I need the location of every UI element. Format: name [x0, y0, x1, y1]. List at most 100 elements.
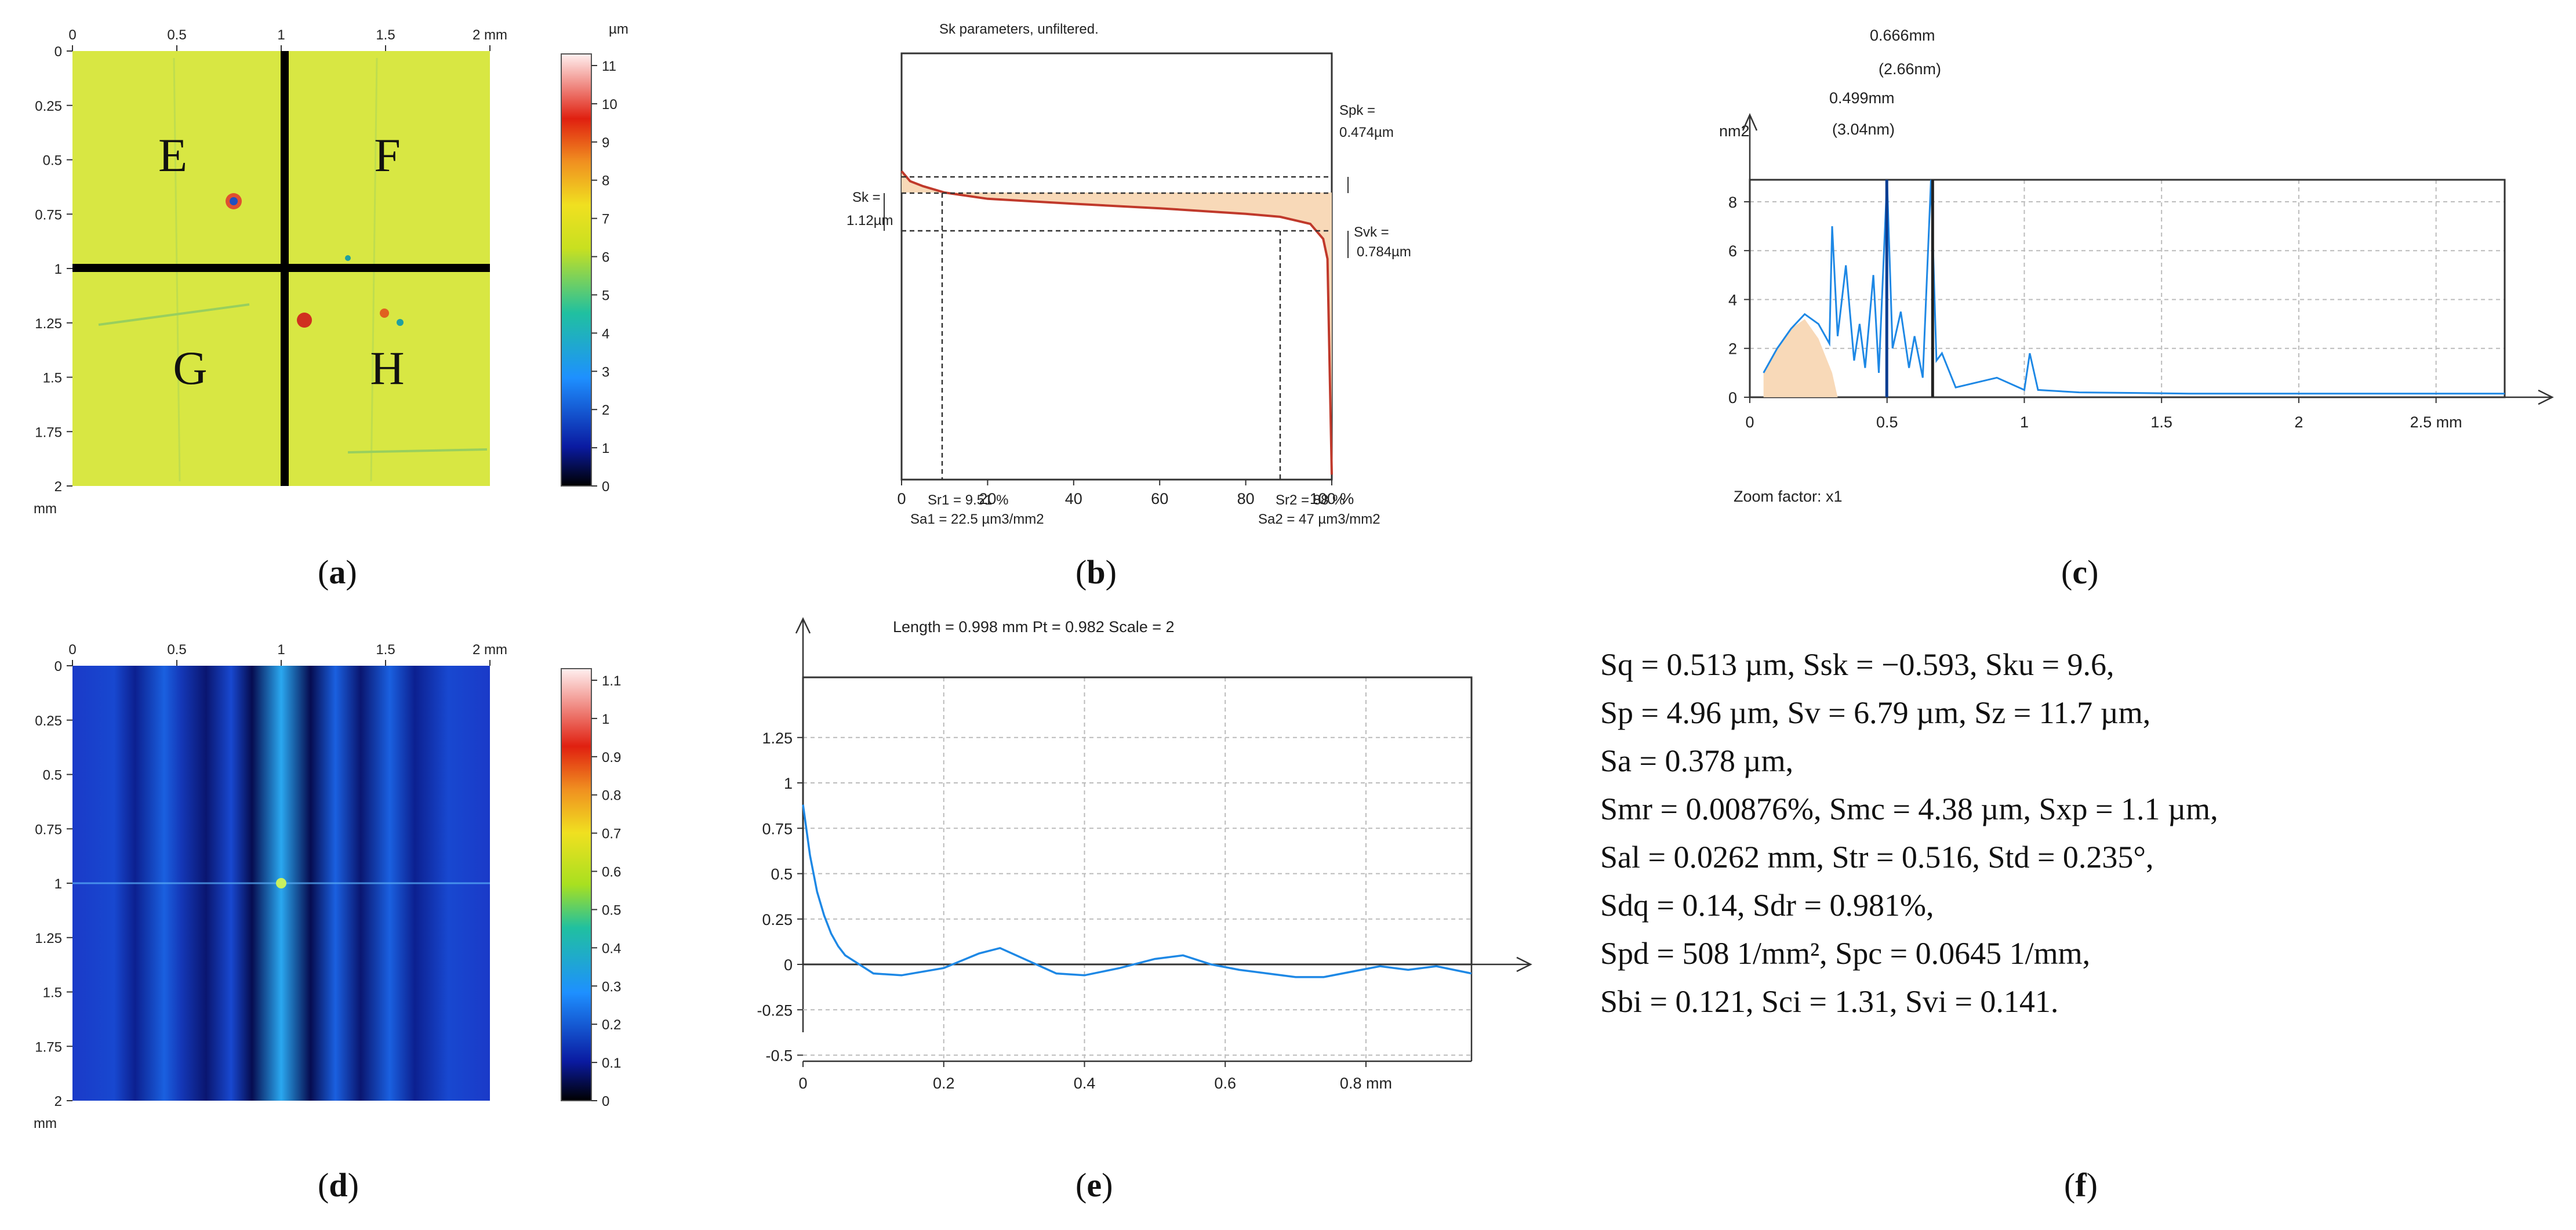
colorbar: [561, 668, 592, 1101]
param-line: Sa = 0.378 µm,: [1600, 743, 1794, 778]
param-line: Spd = 508 1/mm², Spc = 0.0645 1/mm,: [1600, 936, 2091, 971]
param-line: Sp = 4.96 µm, Sv = 6.79 µm, Sz = 11.7 µm…: [1600, 695, 2151, 730]
panel-e-profile: Length = 0.998 mm Pt = 0.982 Scale = 2 0…: [757, 617, 1532, 1092]
param-line: Smr = 0.00876%, Smc = 4.38 µm, Sxp = 1.1…: [1600, 792, 2218, 826]
y-tick-label: 2: [55, 479, 62, 495]
spk-value: 0.474µm: [1339, 125, 1394, 140]
y-tick-label: 0.75: [35, 822, 62, 837]
x-tick-label: 1: [277, 27, 285, 43]
axis-unit-label: mm: [34, 1116, 57, 1131]
x-tick-label: 2: [2294, 413, 2303, 431]
plot-frame: [900, 52, 1333, 481]
caption-b: (b): [1076, 553, 1117, 591]
colorbar-tick-label: 0.2: [602, 1017, 621, 1033]
colorbar-tick-label: 0.6: [602, 865, 621, 880]
x-tick-label: 1.5: [376, 27, 395, 43]
y-tick-label: 2: [55, 1094, 62, 1109]
colorbar-tick-label: 0.1: [602, 1055, 621, 1071]
x-tick-label: 0: [1745, 413, 1754, 431]
caption-e: (e): [1076, 1166, 1113, 1204]
caption-f: (f): [2064, 1166, 2098, 1204]
x-tick-label: 0: [897, 490, 906, 507]
colorbar-tick-label: 0.3: [602, 979, 621, 995]
x-tick-label: 1: [2020, 413, 2029, 431]
x-tick-label: 2.5 mm: [2410, 413, 2462, 431]
x-tick-label: 60: [1151, 490, 1168, 507]
x-tick-label: 0.4: [1074, 1075, 1096, 1092]
peak-label-2: 0.499mm: [1829, 89, 1895, 107]
caption-a: (a): [318, 553, 357, 591]
abbott-curve: [900, 170, 1333, 475]
peak-period-1: (2.66nm): [1879, 60, 1941, 78]
y-tick-label: 0.5: [43, 768, 62, 783]
x-tick-label: 0: [68, 642, 76, 658]
colorbar-tick-label: 0.9: [602, 750, 621, 765]
y-tick-label: 1.25: [762, 730, 793, 747]
x-tick-label: 0.6: [1214, 1075, 1236, 1092]
sk-label: Sk =: [852, 190, 881, 205]
y-tick-label: 4: [1728, 291, 1737, 309]
y-tick-label: 0: [55, 659, 62, 674]
panel-b-abbott-curve: Sk parameters, unfiltered. 0 20 40 60 80 100 …: [846, 21, 1411, 527]
zoom-factor: Zoom factor: x1: [1734, 488, 1843, 505]
y-tick-label: 0.5: [43, 153, 62, 169]
colorbar-tick-label: 6: [602, 250, 609, 266]
y-tick-label: 1: [55, 876, 62, 892]
param-line: Sdq = 0.14, Sdr = 0.981%,: [1600, 888, 1934, 923]
x-tick-label: 0.8 mm: [1340, 1075, 1392, 1092]
caption-d: (d): [318, 1166, 359, 1204]
profile-title: Length = 0.998 mm Pt = 0.982 Scale = 2: [893, 618, 1175, 636]
y-tick-label: -0.25: [757, 1002, 793, 1019]
y-tick-label: 6: [1728, 242, 1737, 260]
y-tick-label: 0.25: [35, 713, 62, 729]
colorbar-tick-label: 10: [602, 97, 617, 113]
y-tick-label: 1.5: [43, 985, 62, 1001]
profile-line: [802, 804, 1472, 978]
colorbar-tick-label: 5: [602, 288, 609, 303]
y-tick-label: 0.5: [771, 866, 793, 883]
y-tick-label: -0.5: [765, 1047, 793, 1065]
y-tick-label: 0.75: [35, 207, 62, 223]
spectrum-fill: [1763, 319, 1838, 397]
y-tick-label: 1.25: [35, 931, 62, 946]
curve-fill: [902, 171, 1332, 475]
param-line: Sbi = 0.121, Sci = 1.31, Svi = 0.141.: [1600, 984, 2059, 1019]
sr2-label: Sr2 = 88 %: [1276, 492, 1345, 508]
colorbar-tick-label: 0: [602, 1094, 609, 1109]
plot-frame: [1749, 179, 2506, 398]
x-tick-label: 0: [68, 27, 76, 43]
y-tick-label: 1.75: [35, 424, 62, 440]
y-tick-label: 1: [784, 775, 793, 792]
colorbar-tick-label: 9: [602, 135, 609, 151]
colorbar-unit: µm: [609, 21, 628, 37]
y-tick-label: 0.25: [762, 911, 793, 928]
colorbar-tick-label: 2: [602, 402, 609, 418]
y-tick-label: 0.25: [35, 99, 62, 114]
panel-d-autocorrelation-map: 0 0.5 1 1.5 2 mm 0 0.25 0.5 0.75 1 1.25 1.5 1.75 2 m…: [34, 642, 621, 1131]
spectrum-line: [1763, 179, 2505, 395]
param-line: Sal = 0.0262 mm, Str = 0.516, Std = 0.23…: [1600, 840, 2154, 875]
colorbar-tick-label: 4: [602, 326, 609, 342]
colorbar: [561, 53, 592, 487]
colorbar-tick-label: 3: [602, 364, 609, 380]
panel-a-height-map: 0 0.5 1 1.5 2 mm 0 0.25 0.5 0.75 1 1.25 1.5 1.75 2 E…: [34, 21, 628, 517]
colorbar-tick-label: 7: [602, 212, 609, 227]
x-tick-label: 20: [979, 490, 996, 507]
x-tick-label: 2 mm: [473, 27, 507, 43]
x-tick-label: 0.5: [1876, 413, 1898, 431]
x-tick-label: 80: [1237, 490, 1255, 507]
x-tick-label: 0.5: [167, 642, 186, 658]
svk-label: Svk =: [1354, 224, 1389, 240]
y-tick-label: 8: [1728, 194, 1737, 211]
plot-frame: [802, 676, 1473, 966]
y-tick-label: 0: [1728, 389, 1737, 407]
colorbar-tick-label: 1.1: [602, 673, 621, 689]
param-line: Sq = 0.513 µm, Ssk = −0.593, Sku = 9.6,: [1600, 647, 2114, 682]
y-tick-label: 0.75: [762, 820, 793, 837]
y-tick-label: 1.25: [35, 316, 62, 332]
colorbar-tick-label: 0.7: [602, 826, 621, 842]
x-tick-label: 0: [798, 1075, 807, 1092]
colorbar-tick-label: 1: [602, 441, 609, 456]
x-tick-label: 0.5: [167, 27, 186, 43]
peak-period-2: (3.04nm): [1832, 121, 1895, 138]
